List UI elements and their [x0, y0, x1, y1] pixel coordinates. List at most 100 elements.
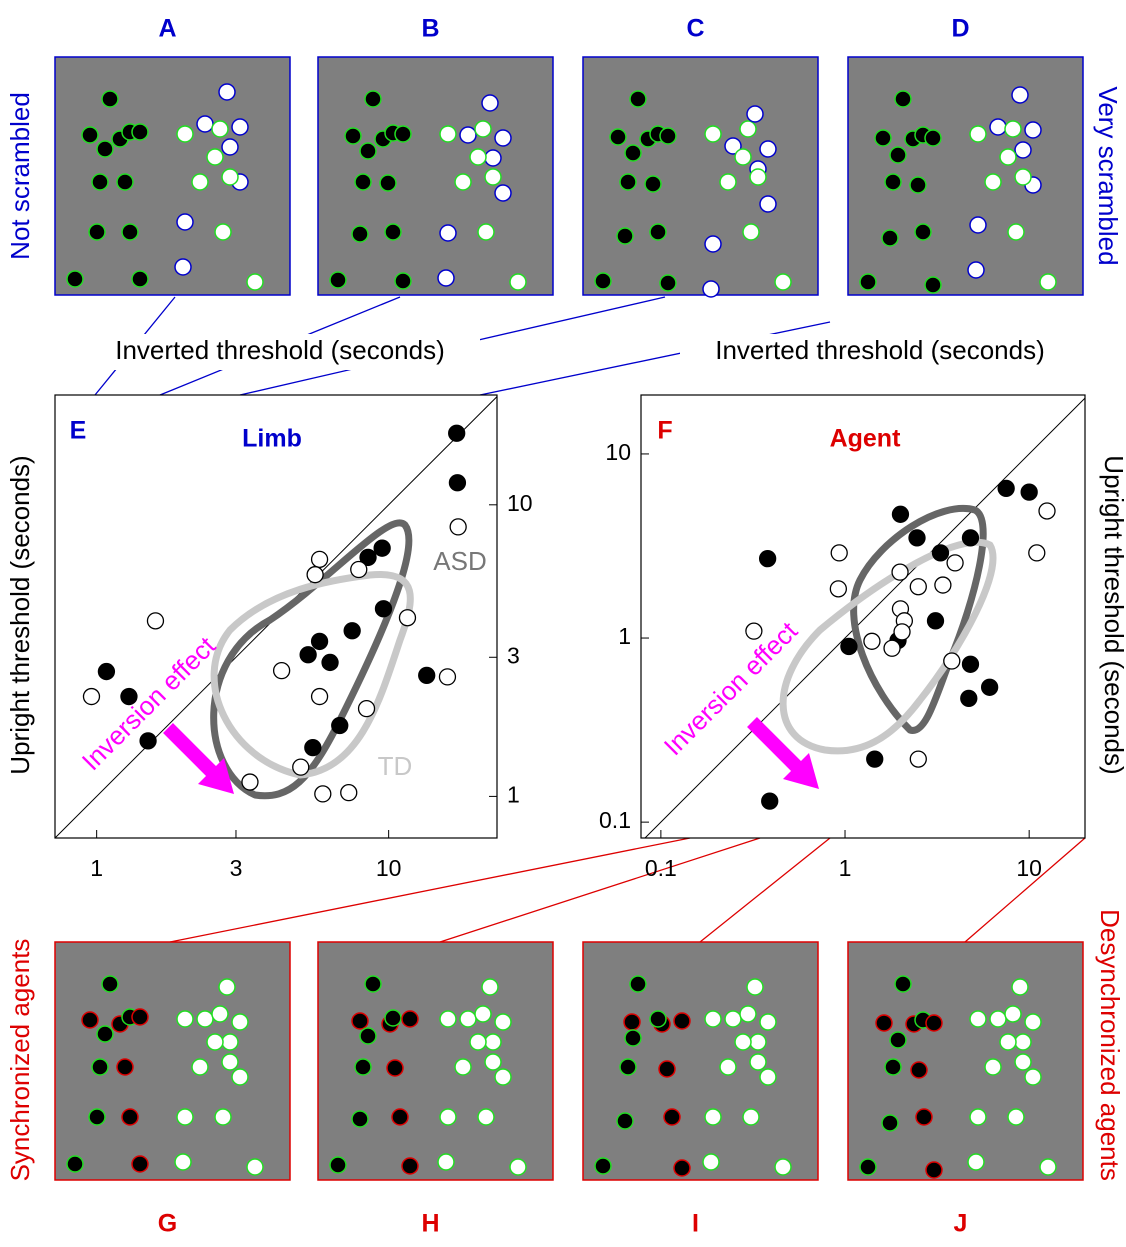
point-light	[620, 174, 636, 190]
point-light	[725, 1011, 741, 1027]
side-label: Very scrambled	[1093, 86, 1123, 265]
point-light	[215, 224, 231, 240]
point-light	[352, 1013, 368, 1029]
data-point	[831, 545, 847, 561]
panel-background	[55, 942, 290, 1180]
point-light	[1015, 169, 1031, 185]
chart-title: Limb	[242, 425, 302, 453]
point-light	[132, 124, 148, 140]
point-light	[625, 145, 641, 161]
data-point	[944, 653, 960, 669]
point-light	[455, 174, 471, 190]
data-point	[909, 530, 925, 546]
point-light	[207, 149, 223, 165]
data-point	[962, 530, 978, 546]
point-light	[455, 1059, 471, 1075]
side-label: Synchronized agents	[5, 939, 35, 1182]
panel-background	[583, 942, 818, 1180]
data-point	[746, 623, 762, 639]
point-light	[750, 1054, 766, 1070]
data-point	[374, 540, 390, 556]
point-light	[1000, 149, 1016, 165]
point-light	[82, 1012, 98, 1028]
connector	[440, 838, 760, 942]
data-point	[1021, 484, 1037, 500]
panel-letter: A	[158, 15, 176, 43]
data-point	[293, 759, 309, 775]
data-point	[1029, 545, 1045, 561]
point-light	[970, 126, 986, 142]
x-axis-label: Inverted threshold (seconds)	[715, 335, 1045, 365]
data-point	[910, 751, 926, 767]
point-light	[395, 126, 411, 142]
point-light	[703, 281, 719, 297]
point-light	[122, 224, 138, 240]
point-light	[911, 1062, 927, 1078]
point-light	[92, 1059, 108, 1075]
point-light	[219, 84, 235, 100]
point-light	[192, 174, 208, 190]
point-light	[175, 259, 191, 275]
data-point	[449, 425, 465, 441]
data-point	[928, 613, 944, 629]
point-light	[1005, 121, 1021, 137]
point-light	[102, 976, 118, 992]
point-light	[926, 1015, 942, 1031]
point-light	[510, 274, 526, 290]
point-light	[895, 91, 911, 107]
point-light	[482, 95, 498, 111]
point-light	[664, 1109, 680, 1125]
panel-letter: E	[70, 417, 87, 445]
point-light	[875, 130, 891, 146]
point-light	[625, 1030, 641, 1046]
point-light	[705, 236, 721, 252]
point-light	[392, 1109, 408, 1125]
point-light	[402, 1158, 418, 1174]
point-light	[660, 275, 676, 291]
point-light	[760, 1069, 776, 1085]
point-light	[352, 1111, 368, 1127]
y-tick-label: 0.1	[599, 807, 631, 833]
data-point	[867, 751, 883, 767]
point-light	[1040, 1159, 1056, 1175]
series-label: ASD	[433, 546, 486, 576]
point-light	[222, 1034, 238, 1050]
point-light	[470, 1034, 486, 1050]
point-light	[860, 1159, 876, 1175]
point-light	[968, 1154, 984, 1170]
y-tick-label: 1	[507, 781, 520, 807]
panel-letter: G	[158, 1210, 177, 1238]
point-light	[750, 1034, 766, 1050]
point-light	[92, 174, 108, 190]
point-light	[1000, 1034, 1016, 1050]
data-point	[998, 480, 1014, 496]
point-light	[365, 976, 381, 992]
point-light	[882, 1115, 898, 1131]
stimulus-panel	[55, 57, 290, 295]
point-light	[985, 1059, 1001, 1075]
point-light	[747, 979, 763, 995]
point-light	[890, 147, 906, 163]
point-light	[207, 1034, 223, 1050]
stimulus-panel	[583, 942, 818, 1180]
point-light	[132, 1009, 148, 1025]
data-point	[147, 613, 163, 629]
plot-area	[641, 395, 1085, 838]
data-point	[312, 689, 328, 705]
point-light	[89, 1109, 105, 1125]
point-light	[495, 185, 511, 201]
x-tick-label: 1	[839, 855, 852, 881]
stimulus-panel	[55, 942, 290, 1180]
point-light	[705, 1011, 721, 1027]
point-light	[630, 91, 646, 107]
point-light	[720, 1059, 736, 1075]
point-light	[885, 1059, 901, 1075]
point-light	[760, 1014, 776, 1030]
point-light	[743, 1109, 759, 1125]
data-point	[439, 669, 455, 685]
point-light	[990, 119, 1006, 135]
point-light	[510, 1159, 526, 1175]
point-light	[482, 979, 498, 995]
point-light	[380, 175, 396, 191]
point-light	[610, 129, 626, 145]
